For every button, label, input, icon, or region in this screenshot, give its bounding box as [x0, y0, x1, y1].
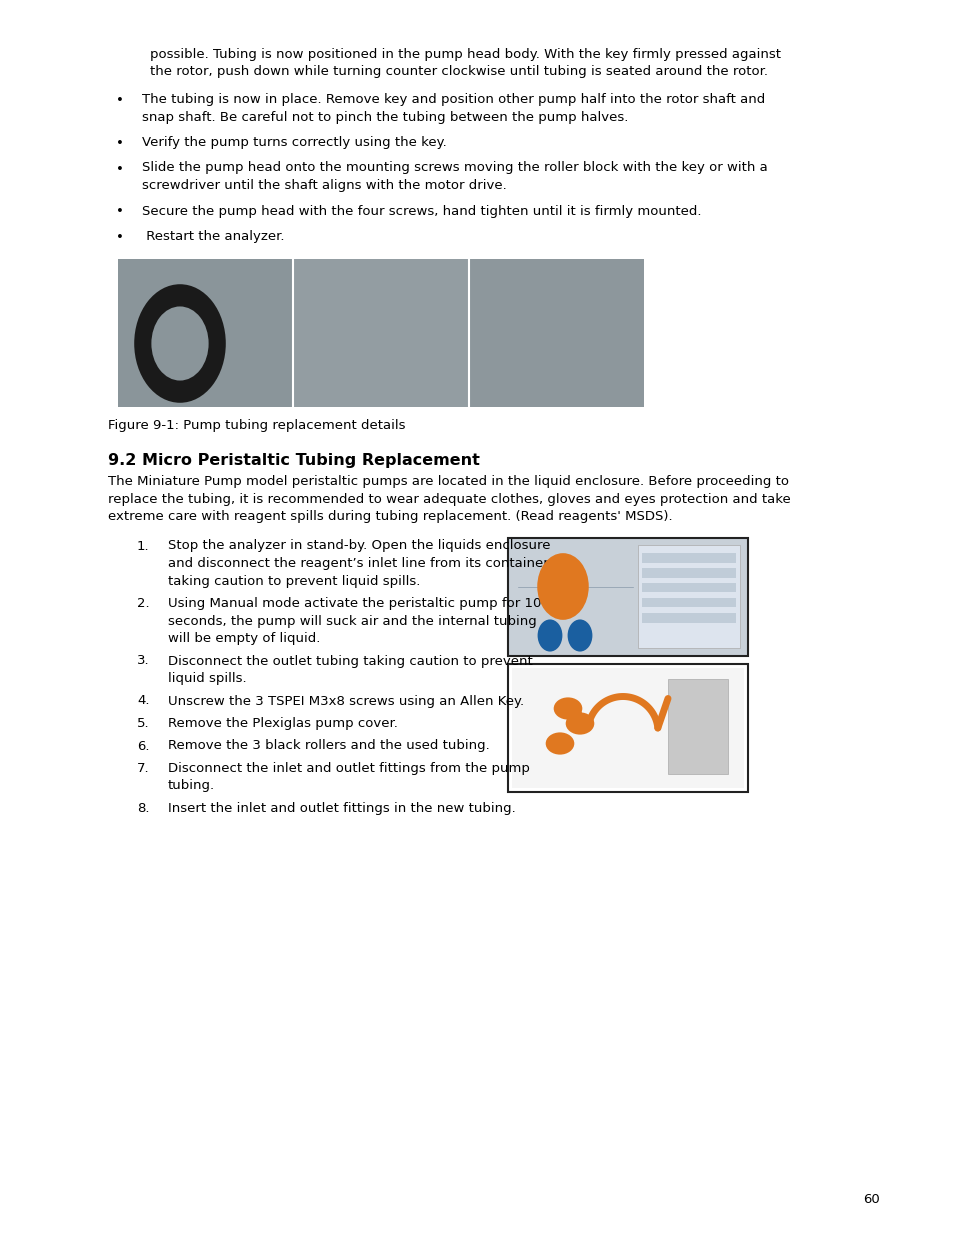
- Bar: [641, 598, 735, 608]
- Circle shape: [537, 620, 562, 652]
- Text: 60: 60: [862, 1193, 879, 1207]
- Circle shape: [567, 620, 592, 652]
- Text: will be empty of liquid.: will be empty of liquid.: [168, 632, 320, 645]
- Text: 2.: 2.: [137, 597, 150, 610]
- Text: Figure 9-1: Pump tubing replacement details: Figure 9-1: Pump tubing replacement deta…: [108, 420, 405, 432]
- Text: The tubing is now in place. Remove key and position other pump half into the rot: The tubing is now in place. Remove key a…: [142, 93, 764, 106]
- Text: Unscrew the 3 TSPEI M3x8 screws using an Allen Key.: Unscrew the 3 TSPEI M3x8 screws using an…: [168, 694, 523, 708]
- Text: The Miniature Pump model peristaltic pumps are located in the liquid enclosure. : The Miniature Pump model peristaltic pum…: [108, 475, 788, 488]
- Text: possible. Tubing is now positioned in the pump head body. With the key firmly pr: possible. Tubing is now positioned in th…: [150, 48, 781, 61]
- Text: •: •: [116, 205, 124, 219]
- Bar: [512, 667, 743, 788]
- Text: 1.: 1.: [137, 540, 150, 552]
- Text: Disconnect the outlet tubing taking caution to prevent: Disconnect the outlet tubing taking caut…: [168, 655, 532, 667]
- Circle shape: [537, 553, 588, 620]
- Text: 7.: 7.: [137, 762, 150, 776]
- Text: Remove the Plexiglas pump cover.: Remove the Plexiglas pump cover.: [168, 718, 397, 730]
- Text: the rotor, push down while turning counter clockwise until tubing is seated arou: the rotor, push down while turning count…: [150, 65, 767, 79]
- Bar: [118, 259, 292, 408]
- Bar: [641, 552, 735, 562]
- Text: •: •: [116, 231, 124, 245]
- Bar: [507, 663, 747, 792]
- Text: •: •: [116, 94, 124, 107]
- Bar: [667, 678, 727, 773]
- Bar: [507, 537, 747, 656]
- Bar: [470, 259, 643, 408]
- Text: seconds, the pump will suck air and the internal tubing: seconds, the pump will suck air and the …: [168, 615, 537, 627]
- Bar: [641, 613, 735, 622]
- Bar: [470, 259, 643, 408]
- Text: 4.: 4.: [137, 694, 150, 708]
- Text: Using Manual mode activate the peristaltic pump for 10: Using Manual mode activate the peristalt…: [168, 597, 540, 610]
- Text: snap shaft. Be careful not to pinch the tubing between the pump halves.: snap shaft. Be careful not to pinch the …: [142, 110, 628, 124]
- Text: ECD: ECD: [553, 580, 573, 589]
- Ellipse shape: [553, 698, 581, 720]
- Bar: [294, 259, 468, 408]
- Text: Slide the pump head onto the mounting screws moving the roller block with the ke: Slide the pump head onto the mounting sc…: [142, 162, 767, 174]
- Text: Insert the inlet and outlet fittings in the new tubing.: Insert the inlet and outlet fittings in …: [168, 802, 516, 815]
- Text: 6.: 6.: [137, 740, 150, 752]
- Text: Restart the analyzer.: Restart the analyzer.: [142, 230, 284, 243]
- Text: Disconnect the inlet and outlet fittings from the pump: Disconnect the inlet and outlet fittings…: [168, 762, 529, 776]
- Text: Stop the analyzer in stand-by. Open the liquids enclosure: Stop the analyzer in stand-by. Open the …: [168, 540, 550, 552]
- Text: screwdriver until the shaft aligns with the motor drive.: screwdriver until the shaft aligns with …: [142, 179, 506, 191]
- Circle shape: [134, 284, 226, 403]
- Text: 8.: 8.: [137, 802, 150, 815]
- Text: 3.: 3.: [137, 655, 150, 667]
- Bar: [641, 583, 735, 593]
- Text: •: •: [116, 137, 124, 149]
- Text: Remove the 3 black rollers and the used tubing.: Remove the 3 black rollers and the used …: [168, 740, 489, 752]
- Text: extreme care with reagent spills during tubing replacement. (Read reagents' MSDS: extreme care with reagent spills during …: [108, 510, 672, 522]
- Text: 5.: 5.: [137, 718, 150, 730]
- Text: •: •: [116, 163, 124, 175]
- Text: and disconnect the reagent’s inlet line from its container: and disconnect the reagent’s inlet line …: [168, 557, 548, 571]
- Bar: [294, 259, 468, 408]
- Ellipse shape: [545, 732, 574, 755]
- Text: 9.2 Micro Peristaltic Tubing Replacement: 9.2 Micro Peristaltic Tubing Replacement: [108, 453, 479, 468]
- Ellipse shape: [565, 713, 594, 735]
- Bar: [641, 568, 735, 578]
- Text: Secure the pump head with the four screws, hand tighten until it is firmly mount: Secure the pump head with the four screw…: [142, 205, 700, 217]
- Text: taking caution to prevent liquid spills.: taking caution to prevent liquid spills.: [168, 574, 420, 588]
- Text: liquid spills.: liquid spills.: [168, 672, 247, 685]
- Circle shape: [152, 306, 209, 380]
- Bar: [638, 546, 740, 647]
- Bar: [118, 259, 292, 408]
- Text: tubing.: tubing.: [168, 779, 214, 793]
- Text: Verify the pump turns correctly using the key.: Verify the pump turns correctly using th…: [142, 136, 446, 149]
- Text: replace the tubing, it is recommended to wear adequate clothes, gloves and eyes : replace the tubing, it is recommended to…: [108, 493, 790, 505]
